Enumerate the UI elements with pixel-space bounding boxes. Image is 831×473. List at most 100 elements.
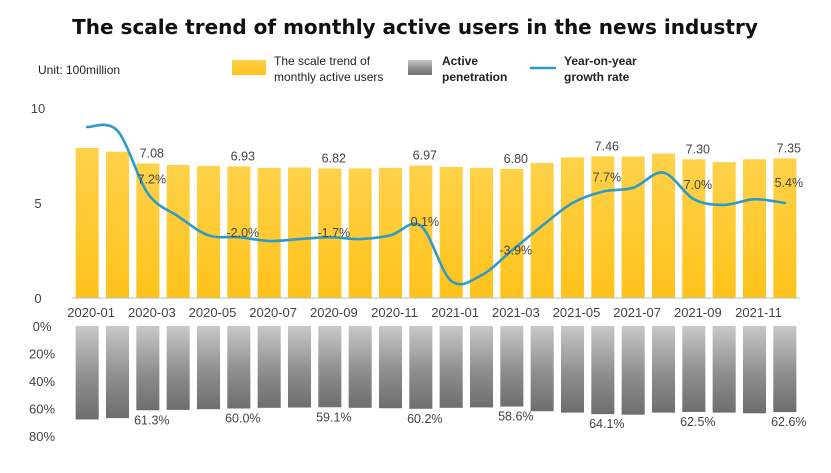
legend-label-mau: The scale trend of monthly active users (274, 54, 383, 84)
penetration-bar (348, 326, 372, 408)
growth-data-label: 5.4% (775, 176, 804, 190)
mau-bar (166, 165, 190, 298)
mau-bar (469, 167, 494, 298)
penetration-bar (469, 326, 494, 408)
bottom-y-tick-label: 80% (29, 429, 55, 444)
x-tick-label: 2021-09 (674, 305, 722, 320)
unit-label: Unit: 100million (38, 63, 120, 77)
x-tick-label: 2020-07 (249, 305, 297, 320)
bottom-y-tick-label: 40% (29, 374, 55, 389)
growth-data-label: 7.2% (138, 173, 167, 187)
mau-bar (75, 147, 99, 298)
bottom-y-tick-label: 20% (29, 347, 55, 362)
mau-data-label: 6.97 (413, 149, 437, 163)
penetration-bar (136, 326, 160, 411)
mau-bar (621, 156, 645, 298)
penetration-bar (651, 326, 676, 413)
mau-bar (712, 162, 736, 298)
chart-title: The scale trend of monthly active users … (72, 15, 758, 39)
x-tick-label: 2021-07 (613, 305, 661, 320)
penetration-bar (712, 326, 736, 413)
growth-data-labels: 7.2% -2.0% -1.7% 0.1% -3.9% 7.7% 7.0% 5.4% (138, 171, 804, 258)
mau-bars (75, 147, 797, 298)
penetration-bar (257, 326, 281, 408)
bottom-y-tick-label: 0% (33, 319, 52, 334)
mau-data-label: 7.08 (140, 146, 164, 160)
growth-data-label: 0.1% (411, 215, 440, 229)
legend-label-penetration: Active penetration (442, 54, 507, 84)
mau-bar (257, 167, 281, 298)
x-axis-ticks: 2020-01 2020-03 2020-05 2020-07 2020-09 2020-… (67, 305, 782, 320)
mau-bar (773, 158, 797, 298)
penetration-bar (439, 326, 463, 408)
penetration-data-label: 64.1% (589, 417, 624, 431)
top-y-tick-label: 10 (31, 101, 45, 116)
x-tick-label: 2021-11 (735, 305, 782, 320)
bottom-y-tick-label: 60% (29, 402, 55, 417)
x-tick-label: 2020-05 (189, 305, 237, 320)
penetration-data-label: 60.0% (225, 412, 260, 426)
mau-data-label: 7.46 (595, 139, 619, 153)
penetration-bar (560, 326, 585, 413)
mau-data-label: 6.82 (322, 151, 346, 165)
penetration-bar (773, 326, 797, 413)
penetration-bar (530, 326, 554, 412)
penetration-bar (409, 326, 433, 409)
top-y-tick-label: 5 (34, 196, 41, 211)
growth-data-label: -2.0% (227, 226, 260, 240)
mau-bar (318, 168, 342, 298)
mau-bar (439, 166, 463, 298)
penetration-bar (500, 326, 524, 407)
penetration-bar (227, 326, 251, 409)
mau-data-label: 6.93 (231, 149, 255, 163)
growth-data-label: 7.0% (684, 178, 713, 192)
penetration-bar (621, 326, 645, 415)
penetration-bar (591, 326, 615, 415)
penetration-bar (682, 326, 706, 412)
growth-data-label: -3.9% (500, 244, 533, 258)
penetration-bar (287, 326, 312, 408)
x-tick-label: 2021-01 (431, 305, 479, 320)
x-tick-label: 2021-03 (492, 305, 540, 320)
penetration-bar (318, 326, 342, 408)
mau-bar (530, 163, 554, 298)
mau-data-label: 7.30 (686, 142, 710, 156)
penetration-bar (166, 326, 190, 410)
penetration-bar (742, 326, 767, 414)
mau-bar (287, 167, 312, 298)
x-tick-label: 2020-03 (128, 305, 176, 320)
x-tick-label: 2021-05 (553, 305, 601, 320)
growth-data-label: 7.7% (593, 171, 622, 185)
penetration-data-label: 58.6% (498, 410, 533, 424)
legend-swatch-mau (232, 60, 266, 75)
penetration-bar (75, 326, 99, 420)
growth-rate-line (85, 123, 787, 286)
penetration-data-label: 62.6% (771, 415, 806, 429)
penetration-data-label: 60.2% (407, 412, 442, 426)
penetration-data-label: 61.3% (134, 413, 169, 427)
mau-bar (227, 166, 251, 298)
penetration-data-label: 59.1% (316, 410, 351, 424)
legend-label-growth: Year-on-year growth rate (564, 54, 640, 84)
growth-rate-path (85, 123, 787, 286)
mau-data-label: 6.80 (504, 152, 528, 166)
mau-bar (560, 157, 585, 298)
mau-bar (378, 167, 403, 298)
mau-bar (742, 159, 767, 298)
mau-bar (651, 153, 676, 298)
mau-data-labels: 7.08 6.93 6.82 6.97 6.80 7.46 7.30 7.35 (140, 139, 801, 166)
mau-bar (500, 168, 524, 298)
top-y-axis: 0 5 10 (31, 101, 45, 306)
legend-swatch-penetration (408, 60, 432, 75)
penetration-bar (105, 326, 130, 419)
mau-bar (136, 163, 160, 298)
x-tick-label: 2020-11 (371, 305, 418, 320)
growth-data-label: -1.7% (318, 226, 351, 240)
penetration-bar (378, 326, 403, 409)
penetration-data-label: 62.5% (680, 415, 715, 429)
mau-bar (409, 165, 433, 298)
x-tick-label: 2020-01 (67, 305, 115, 320)
penetration-bars (75, 326, 797, 420)
penetration-data-labels: 61.3% 60.0% 59.1% 60.2% 58.6% 64.1% 62.5% 62.6% (134, 410, 806, 432)
